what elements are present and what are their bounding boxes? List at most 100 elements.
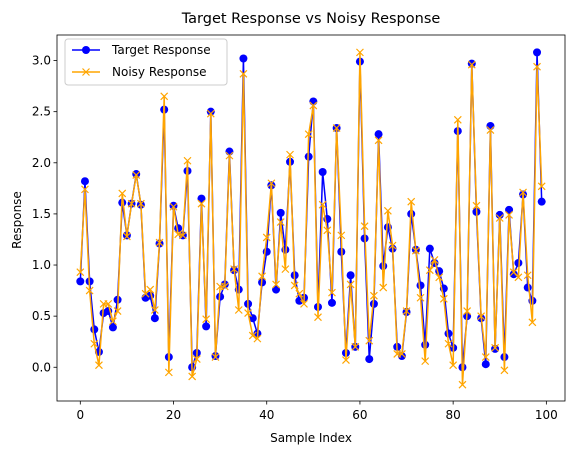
y-tick-label: 2.0 [32,156,51,170]
target-response-point [272,285,281,294]
y-tick-label: 3.0 [32,54,51,68]
noisy-response-point [286,150,294,159]
noisy-response-point [136,199,145,208]
noisy-response-point [356,48,364,57]
noisy-response-point [113,307,122,315]
target-response-point [346,271,355,280]
y-tick-label: 1.5 [32,207,51,221]
y-axis: 0.0 0.5 1.0 1.5 2.0 2.5 3.0 [32,54,57,374]
noisy-response-point [169,202,178,211]
target-response-point [90,325,99,334]
noisy-response-point [477,312,486,321]
y-axis-label: Response [10,191,24,249]
target-response-point [150,314,159,323]
noisy-response-point [160,92,169,101]
noisy-response-point [351,342,360,351]
plot-area [76,48,546,389]
noisy-response-point [495,214,504,222]
noisy-response-point [90,339,99,348]
noisy-response-point [76,268,85,277]
noisy-response-point [337,231,346,240]
target-response-point [276,208,285,217]
noisy-response-point [383,206,392,215]
noisy-response-point [174,230,183,239]
noisy-response-point [332,124,341,132]
noisy-response-point [523,271,532,280]
noisy-response-point [342,356,350,365]
noisy-response-point [122,232,131,241]
noisy-response-point [258,272,266,281]
target-response-point [239,54,248,63]
target-response-point [80,177,89,186]
noisy-response-point [458,380,467,389]
noisy-response-point [272,280,280,289]
noisy-response-point [416,293,425,302]
target-response-point [197,194,206,203]
legend-item-noisy-response: Noisy Response [72,65,206,79]
noisy-response-point [197,199,206,208]
x-tick-label: 80 [446,408,461,422]
noisy-response-point [281,265,290,274]
noisy-response-point [132,171,141,179]
x-axis: 0 20 40 60 80 100 [76,401,558,422]
noisy-response-point [85,286,94,295]
noisy-response-point [374,136,383,145]
noisy-response-point [244,309,253,318]
axes-frame [56,34,566,402]
noisy-response-point [444,339,453,348]
y-tick-label: 0.0 [32,360,51,374]
legend-box [64,38,228,86]
target-response-point [533,48,542,57]
noisy-response-point [211,353,220,361]
noisy-response-point [267,179,276,188]
noisy-response-point [290,281,299,290]
target-response-point [444,329,453,338]
x-tick-label: 0 [76,408,84,422]
noisy-response-point [421,357,430,366]
noisy-response-point [533,62,541,71]
legend-marker [82,68,90,76]
noisy-response-point [188,372,197,381]
noisy-response-point [81,185,89,194]
noisy-response-point [164,368,173,377]
noisy-response-point [407,197,416,206]
noisy-response-point [467,60,476,69]
target-response-point [486,121,495,130]
noisy-response-point [318,200,327,209]
target-response-point [169,201,178,210]
noisy-response-point [491,343,500,352]
noisy-response-point [109,317,117,326]
noisy-response-point [95,361,103,370]
target-response-point [309,97,318,106]
noisy-response-point [537,182,546,191]
x-tick-label: 60 [352,408,367,422]
noisy-response-point [360,222,369,231]
target-response-point [225,147,234,156]
noisy-response-point [397,350,406,358]
target-response-point [481,360,490,369]
legend-marker [82,46,90,54]
noisy-response-point [472,201,481,210]
noisy-response-point [439,294,448,303]
legend: Target Response Noisy Response [64,38,228,86]
noisy-response-point [528,318,537,327]
target-response-point [491,344,500,353]
noisy-response-point [505,211,513,219]
noisy-response-point [206,109,215,118]
noisy-response-point [463,307,472,315]
noisy-response-point [300,299,308,308]
noisy-response-point [155,238,164,247]
noisy-response-point [346,280,355,289]
noisy-response-point [514,273,523,282]
noisy-response-point [183,156,192,165]
noisy-response-point [411,246,420,255]
noisy-response-point [435,273,444,282]
noisy-response-point [449,361,458,370]
noisy-response-point [365,336,374,345]
legend-item-target-response: Target Response [72,43,211,57]
target-response-point [505,205,514,214]
noisy-response-point [104,299,113,308]
noisy-response-point [314,313,322,322]
noisy-response-point [304,130,313,139]
